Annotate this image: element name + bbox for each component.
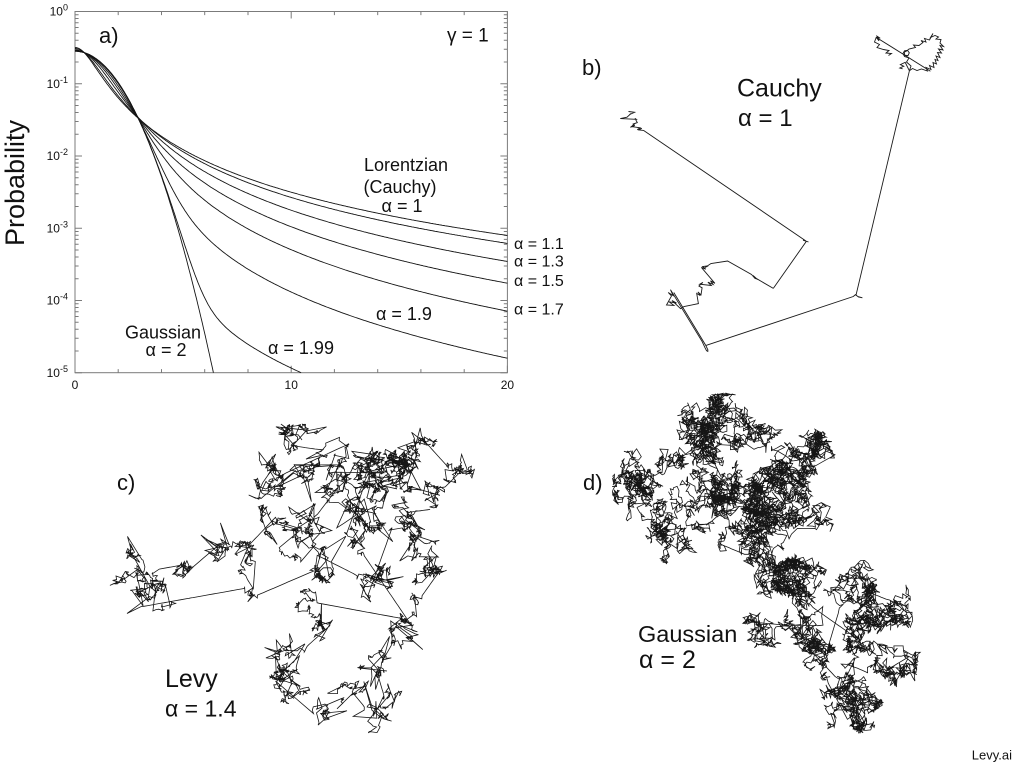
svg-text:20: 20	[501, 378, 515, 392]
svg-text:Lorentzian: Lorentzian	[364, 155, 448, 175]
svg-text:α = 1.4: α = 1.4	[165, 696, 237, 722]
svg-text:c): c)	[117, 470, 135, 495]
svg-text:(Cauchy): (Cauchy)	[363, 177, 436, 197]
svg-text:α = 2: α = 2	[146, 340, 187, 360]
svg-text:Levy.ai: Levy.ai	[972, 748, 1012, 763]
svg-text:α = 2: α = 2	[639, 646, 696, 674]
svg-text:Probability: Probability	[0, 119, 30, 246]
svg-text:α = 1.7: α = 1.7	[514, 302, 564, 319]
svg-text:α = 1.9: α = 1.9	[376, 304, 432, 324]
svg-text:α = 1: α = 1	[738, 105, 793, 132]
svg-text:Cauchy: Cauchy	[737, 75, 822, 103]
svg-text:α = 1.1: α = 1.1	[514, 236, 564, 253]
svg-text:d): d)	[583, 470, 603, 495]
svg-text:α = 1.99: α = 1.99	[268, 338, 334, 358]
svg-text:Levy: Levy	[165, 665, 218, 693]
svg-text:γ = 1: γ = 1	[447, 26, 489, 47]
svg-text:α = 1.5: α = 1.5	[514, 273, 564, 290]
svg-text:Gaussian: Gaussian	[125, 323, 201, 343]
svg-text:0: 0	[72, 378, 79, 392]
svg-text:a): a)	[99, 23, 119, 48]
svg-text:Gaussian: Gaussian	[638, 621, 737, 647]
svg-text:α = 1: α = 1	[382, 196, 423, 216]
svg-text:b): b)	[582, 55, 602, 80]
svg-text:α = 1.3: α = 1.3	[514, 254, 564, 271]
svg-text:10: 10	[285, 378, 299, 392]
